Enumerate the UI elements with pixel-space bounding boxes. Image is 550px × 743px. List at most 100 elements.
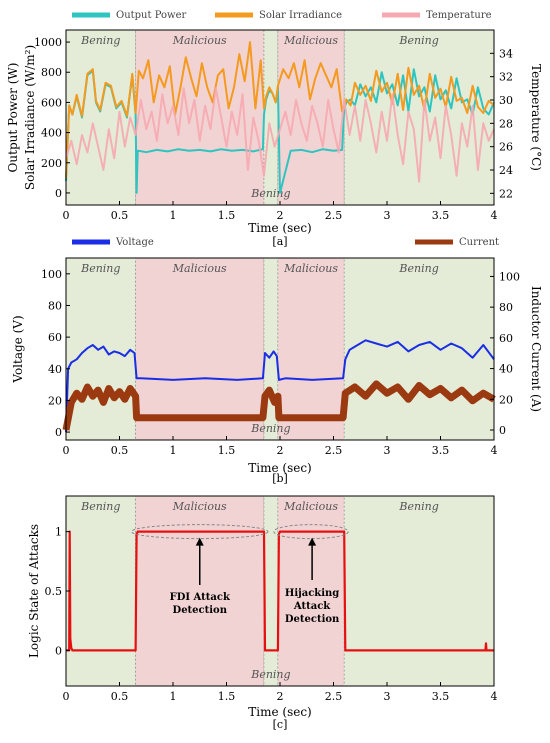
region-benign-2	[263, 495, 279, 687]
x-tick-label: 1.5	[218, 444, 236, 457]
region-benign-0	[65, 495, 136, 687]
legend-label: Solar Irradiance	[259, 10, 342, 21]
y-right-axis-label: Inductor Current (A)	[529, 286, 543, 412]
legend-label: Temperature	[426, 10, 492, 21]
panel-caption: [b]	[272, 472, 288, 485]
x-tick-label: 0.5	[111, 444, 129, 457]
y-tick-label: 1	[55, 526, 62, 539]
x-tick-label: 3	[384, 690, 391, 703]
y-right-tick-label: 100	[499, 270, 520, 283]
hijacking-ellipse	[273, 524, 349, 540]
gap-region-label: Bening	[250, 668, 290, 681]
x-tick-label: 1.5	[218, 690, 236, 703]
x-tick-label: 1.5	[218, 209, 236, 222]
chart-panel-1: Bening Malicious Malicious Bening Bening 0 0.5…	[6, 10, 543, 248]
region-label: Malicious	[172, 262, 227, 275]
x-tick-label: 3.5	[432, 209, 450, 222]
region-label: Malicious	[283, 262, 338, 275]
y-axis-label: Output Power (W)	[6, 63, 20, 173]
y-right-tick-label: 40	[499, 363, 513, 376]
y-tick-label: 60	[48, 331, 62, 344]
hijacking-annotation-line1: Hijacking	[285, 588, 339, 599]
y-right-tick-label: 32	[499, 71, 513, 84]
region-benign-2	[263, 29, 279, 206]
region-label: Malicious	[172, 500, 227, 513]
x-tick-label: 4	[491, 444, 498, 457]
y-right-tick-label: 30	[499, 94, 513, 107]
series-line-voltage	[65, 339, 495, 433]
region-label: Bening	[398, 262, 438, 275]
region-label: Bening	[80, 34, 120, 47]
y-tick-label: 0	[55, 426, 62, 439]
y-tick-label: 40	[48, 363, 62, 376]
region-label: Bening	[80, 262, 120, 275]
y-tick-label: 0	[55, 644, 62, 657]
region-malicious-1	[135, 29, 265, 206]
legend-label: Current	[459, 237, 499, 248]
x-tick-label: 2.5	[325, 690, 343, 703]
x-tick-label: 0	[63, 209, 70, 222]
region-benign-0	[65, 29, 136, 206]
series-line-temperature	[65, 87, 495, 183]
x-tick-label: 2.5	[325, 444, 343, 457]
region-label: Bening	[398, 34, 438, 47]
x-tick-label: 4	[491, 690, 498, 703]
y-tick-label: 400	[41, 127, 62, 140]
y-right-tick-label: 24	[499, 164, 513, 177]
y-right-tick-label: 28	[499, 117, 513, 130]
y-tick-label: 0	[55, 187, 62, 200]
region-malicious-1	[135, 257, 265, 441]
y-right-tick-label: 22	[499, 187, 513, 200]
y-tick-label: 800	[41, 66, 62, 79]
x-tick-label: 0	[63, 444, 70, 457]
x-tick-label: 1	[170, 209, 177, 222]
fdi-annotation-line2: Detection	[173, 605, 228, 616]
region-benign-4	[343, 495, 495, 687]
x-tick-label: 3.5	[432, 690, 450, 703]
region-label: Bening	[398, 500, 438, 513]
x-tick-label: 2	[277, 444, 284, 457]
region-malicious-1	[135, 495, 265, 687]
y-right-axis-label: Temperature (°C)	[529, 64, 543, 171]
region-benign-4	[343, 257, 495, 441]
y-tick-label: 600	[41, 96, 62, 109]
x-axis-label: Time (sec)	[248, 705, 311, 719]
hijacking-arrowhead	[308, 537, 317, 546]
x-tick-label: 3	[384, 209, 391, 222]
legend-label: Voltage	[115, 237, 154, 248]
hijacking-annotation-line2: Attack	[293, 601, 331, 612]
x-tick-label: 1	[170, 444, 177, 457]
legend-label: Output Power	[116, 10, 187, 21]
x-tick-label: 1	[170, 690, 177, 703]
panel-caption: [c]	[273, 718, 288, 731]
x-tick-label: 4	[491, 209, 498, 222]
series-line-solar-irradiance	[65, 41, 495, 178]
x-tick-label: 0	[63, 690, 70, 703]
y-tick-label: 1000	[34, 36, 62, 49]
gap-region-label: Bening	[250, 187, 290, 200]
y-right-tick-label: 34	[499, 47, 513, 60]
x-axis-label: Time (sec)	[248, 221, 311, 235]
y-right-tick-label: 20	[499, 393, 513, 406]
region-malicious-3	[277, 257, 345, 441]
y-right-tick-label: 60	[499, 332, 513, 345]
y-axis-label: Voltage (V)	[11, 315, 25, 383]
y-axis-label: Solar Irradiance (W/m²)	[23, 45, 37, 190]
x-tick-label: 0.5	[111, 690, 129, 703]
hijacking-annotation-line3: Detection	[285, 614, 340, 625]
y-tick-label: 20	[48, 394, 62, 407]
x-tick-label: 2	[277, 690, 284, 703]
y-axis-label: Logic State of Attacks	[27, 524, 41, 658]
gap-region-label: Bening	[250, 422, 290, 435]
y-right-tick-label: 80	[499, 301, 513, 314]
y-right-tick-label: 26	[499, 141, 513, 154]
series-line-logic-state	[66, 530, 494, 652]
x-tick-label: 3.5	[432, 444, 450, 457]
panel-caption: [a]	[272, 235, 287, 248]
region-label: Malicious	[283, 500, 338, 513]
fdi-annotation-line1: FDI Attack	[170, 592, 231, 603]
x-axis-label: Time (sec)	[248, 461, 311, 475]
x-tick-label: 0.5	[111, 209, 129, 222]
series-line-current	[62, 380, 496, 431]
